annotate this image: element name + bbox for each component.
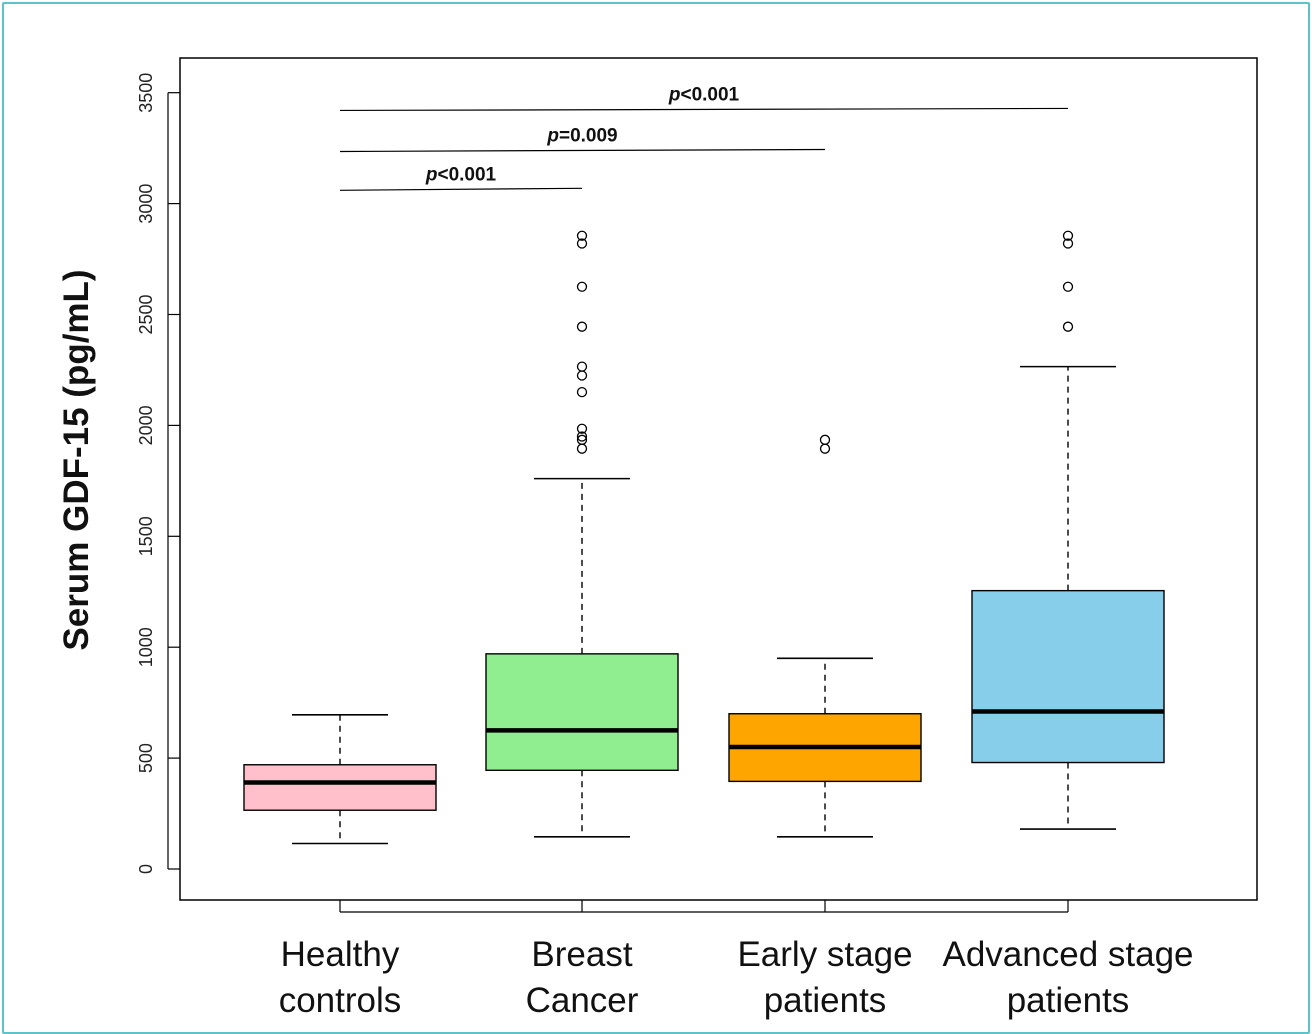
y-tick-label: 3000 [136, 184, 156, 224]
outlier-point [576, 434, 588, 445]
x-category-label: Breast [531, 935, 632, 974]
outlier-point [576, 230, 588, 241]
outlier-point [576, 361, 588, 372]
outlier-point [1062, 281, 1074, 292]
x-category-label: Cancer [526, 981, 639, 1020]
significance-bracket [339, 187, 583, 191]
outlier-point [576, 386, 588, 398]
x-category-label: patients [764, 981, 887, 1020]
x-category-label: patients [1007, 981, 1130, 1020]
outlier-point [819, 443, 831, 454]
outlier-point [576, 423, 588, 434]
plot-area [179, 57, 1258, 901]
p-value-label: p<0.001 [668, 84, 740, 105]
outlier-point [576, 238, 588, 249]
y-tick-label: 1000 [136, 627, 156, 667]
outlier-point [576, 370, 588, 381]
chart-marks: 0 500 1000 1500 2000 2500 3000 3500 Healthy contr… [136, 73, 1194, 1020]
x-category-label: Healthy [281, 935, 400, 974]
y-tick-label: 2000 [136, 405, 156, 445]
box-iqr [243, 764, 437, 811]
y-tick-label: 2500 [136, 294, 156, 334]
outlier-point [819, 434, 831, 445]
significance-bracket [339, 148, 826, 153]
x-category-label: Advanced stage [942, 935, 1193, 974]
p-value-label: p<0.001 [425, 164, 497, 185]
outlier-point [576, 281, 588, 292]
y-tick-label: 1500 [136, 516, 156, 556]
outlier-point [1062, 321, 1074, 332]
x-category-label: controls [279, 981, 402, 1020]
p-value-label: p=0.009 [546, 125, 617, 146]
y-tick-label: 3500 [136, 73, 156, 113]
outlier-point [576, 321, 588, 332]
x-category-label: Early stage [737, 935, 912, 974]
outlier-point [576, 431, 588, 442]
y-axis-label: Serum GDF-15 (pg/mL) [57, 269, 96, 650]
significance-bracket [339, 107, 1069, 112]
outlier-point [1062, 238, 1074, 249]
box-iqr [485, 653, 679, 771]
outlier-point [1062, 230, 1074, 241]
y-tick-label: 0 [136, 864, 156, 874]
box-iqr [971, 589, 1165, 764]
outlier-point [576, 443, 588, 454]
y-tick-label: 500 [136, 743, 156, 773]
